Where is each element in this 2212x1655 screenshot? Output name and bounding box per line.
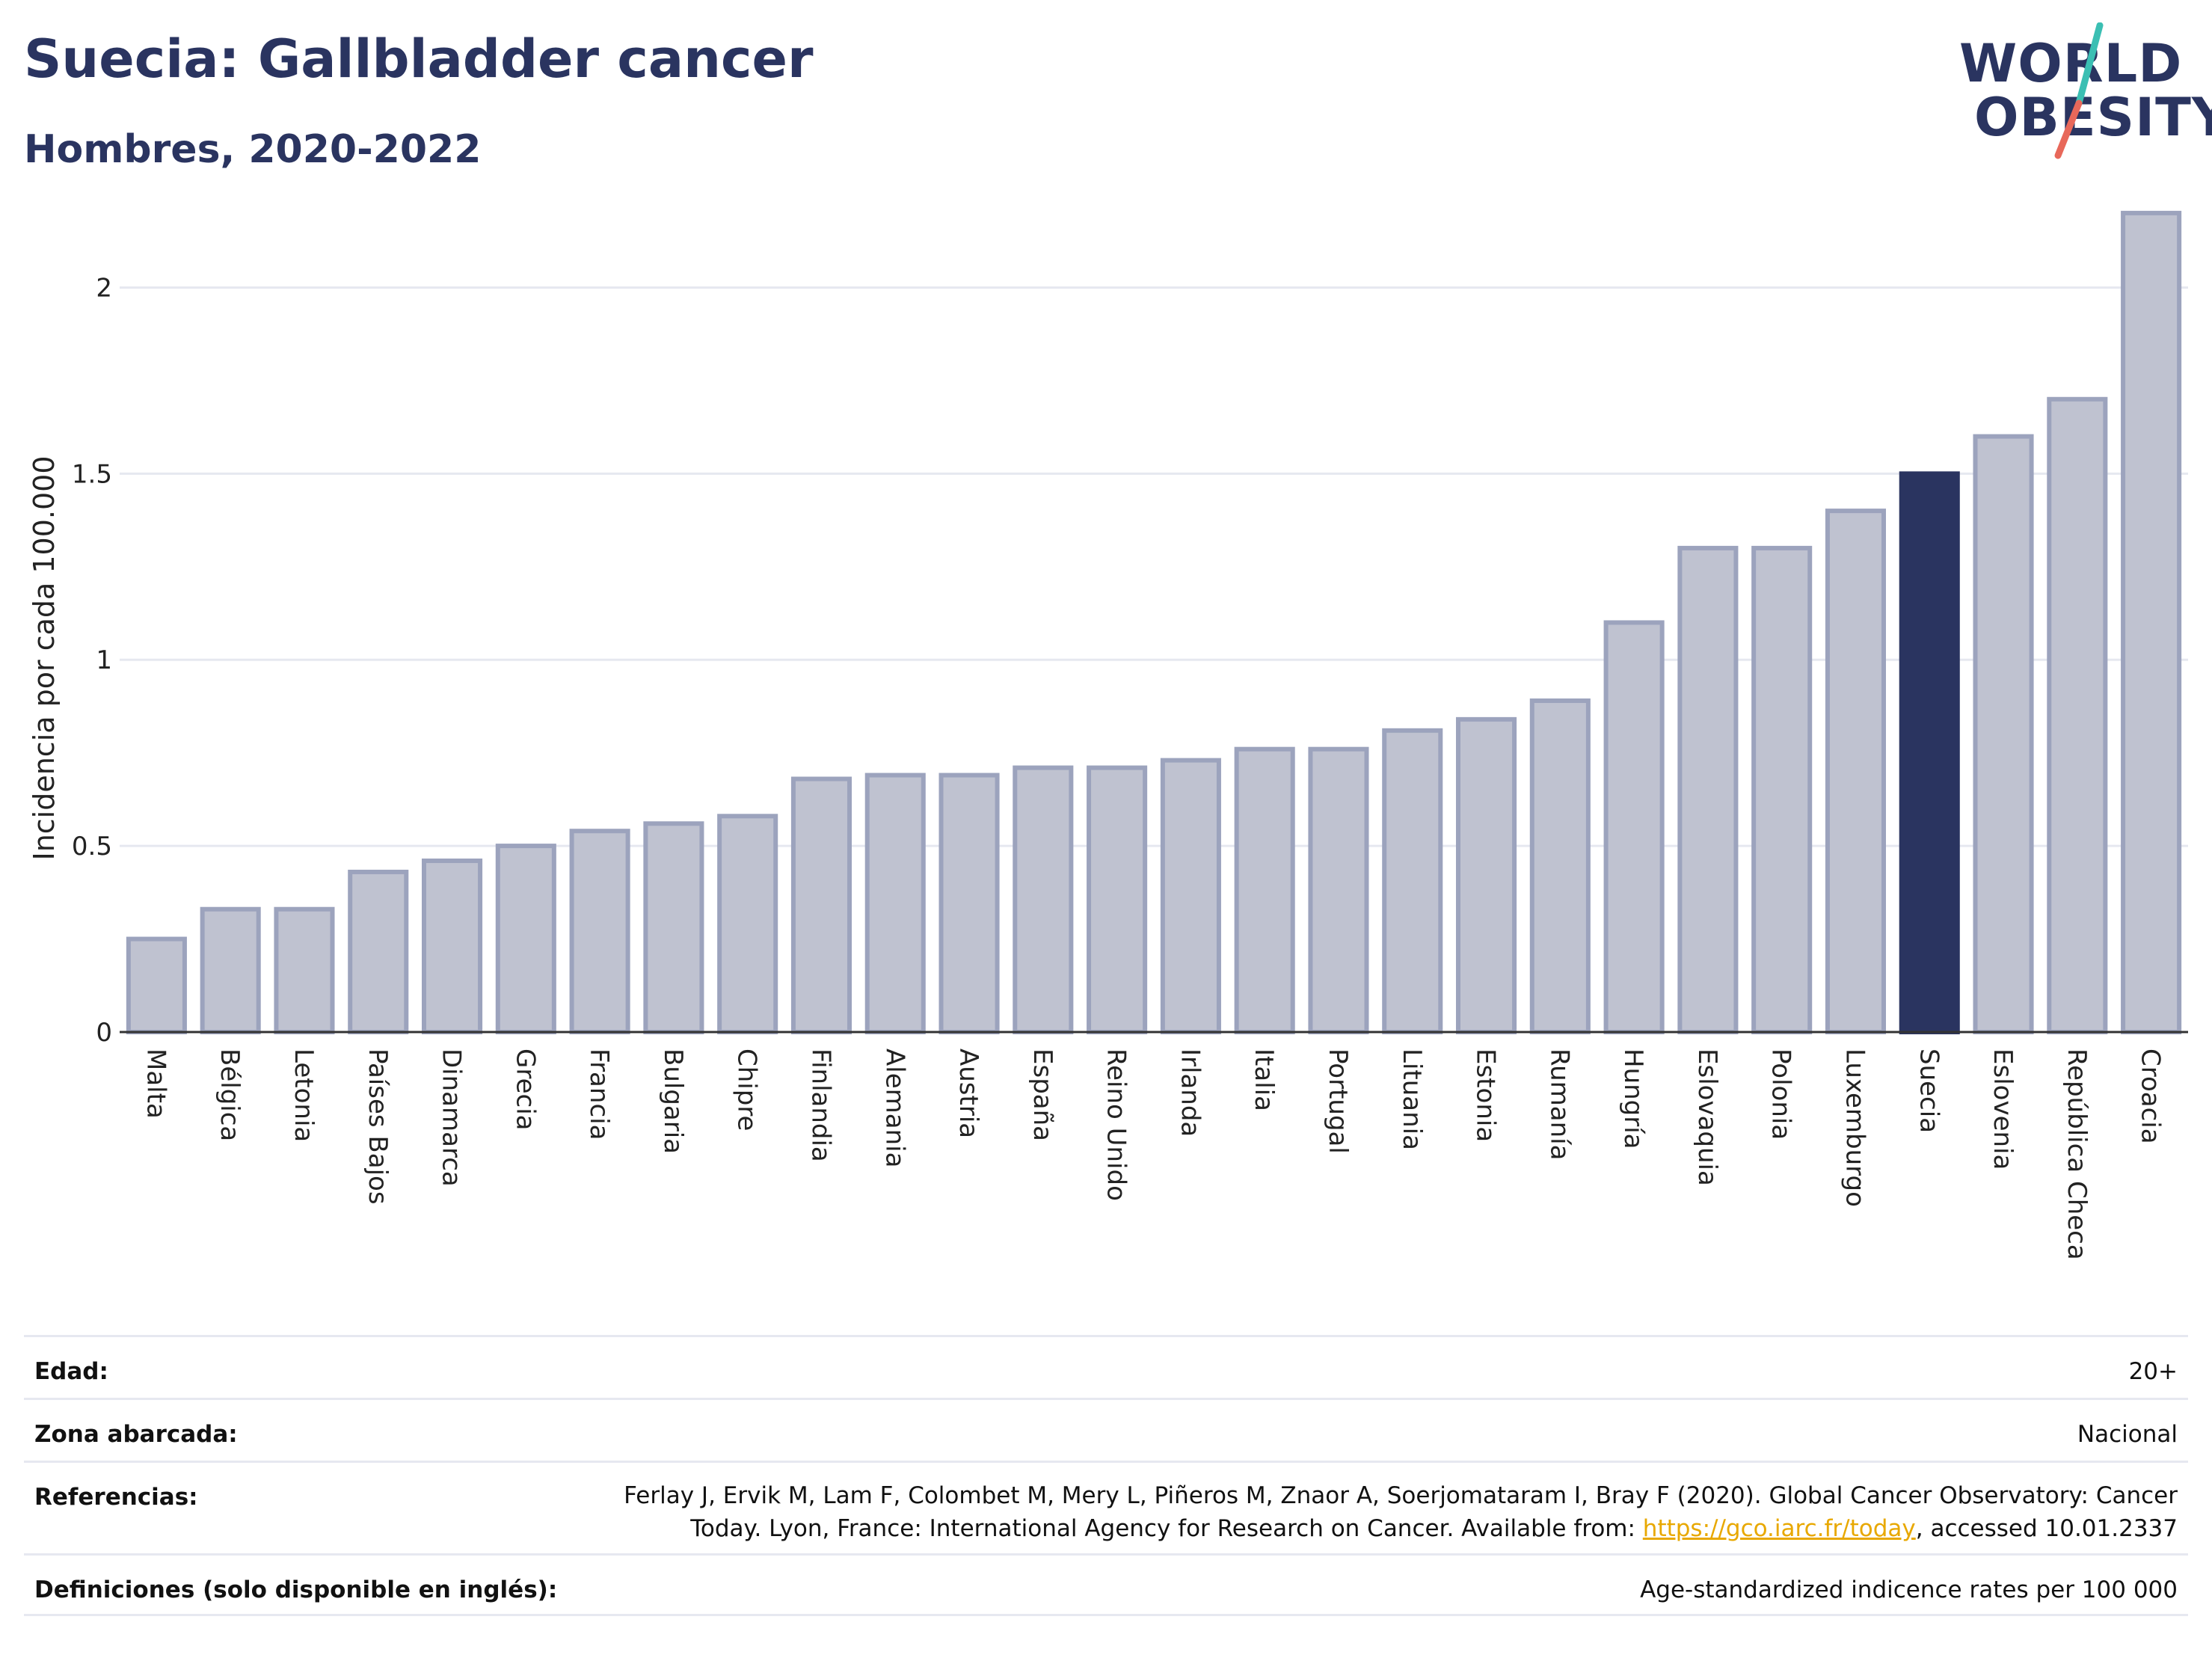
bar-suecia — [1899, 471, 1960, 1034]
bar-francia — [569, 829, 630, 1034]
bar-luxemburgo — [1825, 509, 1887, 1034]
bar-irlanda — [1160, 758, 1221, 1034]
x-tick-label: Austria — [953, 1048, 983, 1138]
info-row-references: Referencias: Ferlay J, Ervik M, Lam F, C… — [24, 1461, 2188, 1553]
bar-malta — [126, 936, 187, 1034]
y-tick-label: 0.5 — [72, 832, 112, 862]
logo-line-1: WORLD — [1959, 33, 2183, 94]
y-tick-label: 0 — [96, 1018, 112, 1048]
x-tick-label: Eslovaquia — [1692, 1048, 1722, 1186]
x-tick-label: Países Bajos — [363, 1048, 393, 1205]
bar-estonia — [1455, 716, 1517, 1034]
zone-label: Zona abarcada: — [34, 1421, 238, 1448]
logo-slash-icon — [2054, 22, 2104, 159]
tick-labels: 0 0.5 1 1.5 2 Incidencia por cada 100.000 Malt… — [28, 273, 2166, 1259]
bar-lituania — [1382, 728, 1443, 1034]
references-line-2-start: Today. Lyon, France: International Agenc… — [690, 1515, 1643, 1542]
bar-bulgaria — [643, 821, 704, 1034]
x-tick-label: Dinamarca — [437, 1048, 467, 1187]
info-table: Edad: 20+ Zona abarcada: Nacional Refere… — [24, 1335, 2188, 1616]
world-obesity-logo: WORLD OBESITY — [1944, 22, 2212, 165]
bar-croacia — [2121, 210, 2182, 1034]
x-tick-label: Francia — [584, 1048, 614, 1140]
definitions-value: Age-standardized indicence rates per 100… — [1640, 1576, 2178, 1603]
x-tick-label: España — [1027, 1048, 1057, 1141]
info-row-zone: Zona abarcada: Nacional — [24, 1398, 2188, 1461]
x-tick-label: Reino Unido — [1102, 1048, 1131, 1201]
bar-rumanía — [1529, 698, 1591, 1034]
x-tick-label: Letonia — [289, 1048, 319, 1142]
bar-chipre — [717, 814, 778, 1035]
bar-bélgica — [200, 906, 261, 1034]
bar-españa — [1013, 765, 1074, 1034]
zone-value: Nacional — [2077, 1421, 2178, 1448]
references-link[interactable]: https://gco.iarc.fr/today — [1642, 1515, 1916, 1542]
logo-line-2: OBESITY — [1974, 87, 2212, 148]
x-tick-label: Lituania — [1397, 1048, 1427, 1150]
references-value: Ferlay J, Ervik M, Lam F, Colombet M, Me… — [624, 1479, 2178, 1545]
y-tick-label: 1.5 — [72, 459, 112, 489]
y-axis-label: Incidencia por cada 100.000 — [28, 455, 61, 860]
info-row-age: Edad: 20+ — [24, 1335, 2188, 1398]
bar-dinamarca — [421, 859, 483, 1034]
x-tick-label: Polonia — [1766, 1048, 1796, 1140]
bar-austria — [938, 773, 1000, 1034]
x-tick-label: Chipre — [732, 1048, 762, 1131]
bar-reino-unido — [1087, 765, 1148, 1034]
x-tick-label: Rumanía — [1544, 1048, 1574, 1160]
bar-eslovaquia — [1677, 545, 1739, 1034]
chart-title: Suecia: Gallbladder cancer — [24, 28, 814, 90]
x-tick-label: Bélgica — [215, 1048, 245, 1141]
references-line-2-end: , accessed 10.01.2337 — [1915, 1515, 2178, 1542]
y-tick-label: 2 — [96, 273, 112, 303]
bar-hungría — [1603, 620, 1665, 1034]
age-label: Edad: — [34, 1358, 108, 1385]
info-row-definitions: Definiciones (solo disponible en inglés)… — [24, 1553, 2188, 1616]
x-tick-label: Grecia — [510, 1048, 540, 1130]
x-tick-label: Estonia — [1471, 1048, 1501, 1142]
x-tick-label: Croacia — [2136, 1048, 2166, 1144]
bars — [126, 210, 2182, 1035]
y-tick-label: 1 — [96, 645, 112, 675]
bar-polonia — [1751, 545, 1813, 1034]
bar-letonia — [274, 906, 335, 1034]
bar-alemania — [864, 773, 926, 1034]
x-tick-label: Eslovenia — [1988, 1048, 2018, 1170]
references-label: Referencias: — [34, 1484, 198, 1511]
x-tick-label: Luxemburgo — [1840, 1048, 1870, 1207]
age-value: 20+ — [2128, 1358, 2178, 1385]
x-tick-label: Portugal — [1323, 1048, 1353, 1154]
x-tick-label: Finlandia — [805, 1048, 835, 1162]
x-tick-label: Italia — [1249, 1048, 1279, 1111]
bar-república-checa — [2047, 396, 2108, 1034]
bar-grecia — [495, 844, 556, 1034]
definitions-label: Definiciones (solo disponible en inglés)… — [34, 1576, 558, 1603]
references-line-1: Ferlay J, Ervik M, Lam F, Colombet M, Me… — [624, 1482, 2178, 1509]
x-tick-label: Malta — [141, 1048, 170, 1119]
bar-países-bajos — [348, 869, 409, 1035]
x-tick-label: Hungría — [1618, 1048, 1648, 1149]
x-tick-label: Irlanda — [1175, 1048, 1205, 1137]
x-tick-label: República Checa — [2062, 1048, 2092, 1260]
bar-finlandia — [790, 776, 852, 1034]
bar-italia — [1234, 746, 1295, 1034]
x-tick-label: Suecia — [1914, 1048, 1944, 1133]
chart-subtitle: Hombres, 2020-2022 — [24, 127, 482, 172]
bar-chart: 0 0.5 1 1.5 2 Incidencia por cada 100.000 Malt… — [28, 210, 2188, 1260]
bar-portugal — [1308, 746, 1369, 1034]
bar-eslovenia — [1973, 434, 2034, 1034]
x-tick-label: Bulgaria — [658, 1048, 688, 1154]
x-tick-label: Alemania — [879, 1048, 909, 1167]
